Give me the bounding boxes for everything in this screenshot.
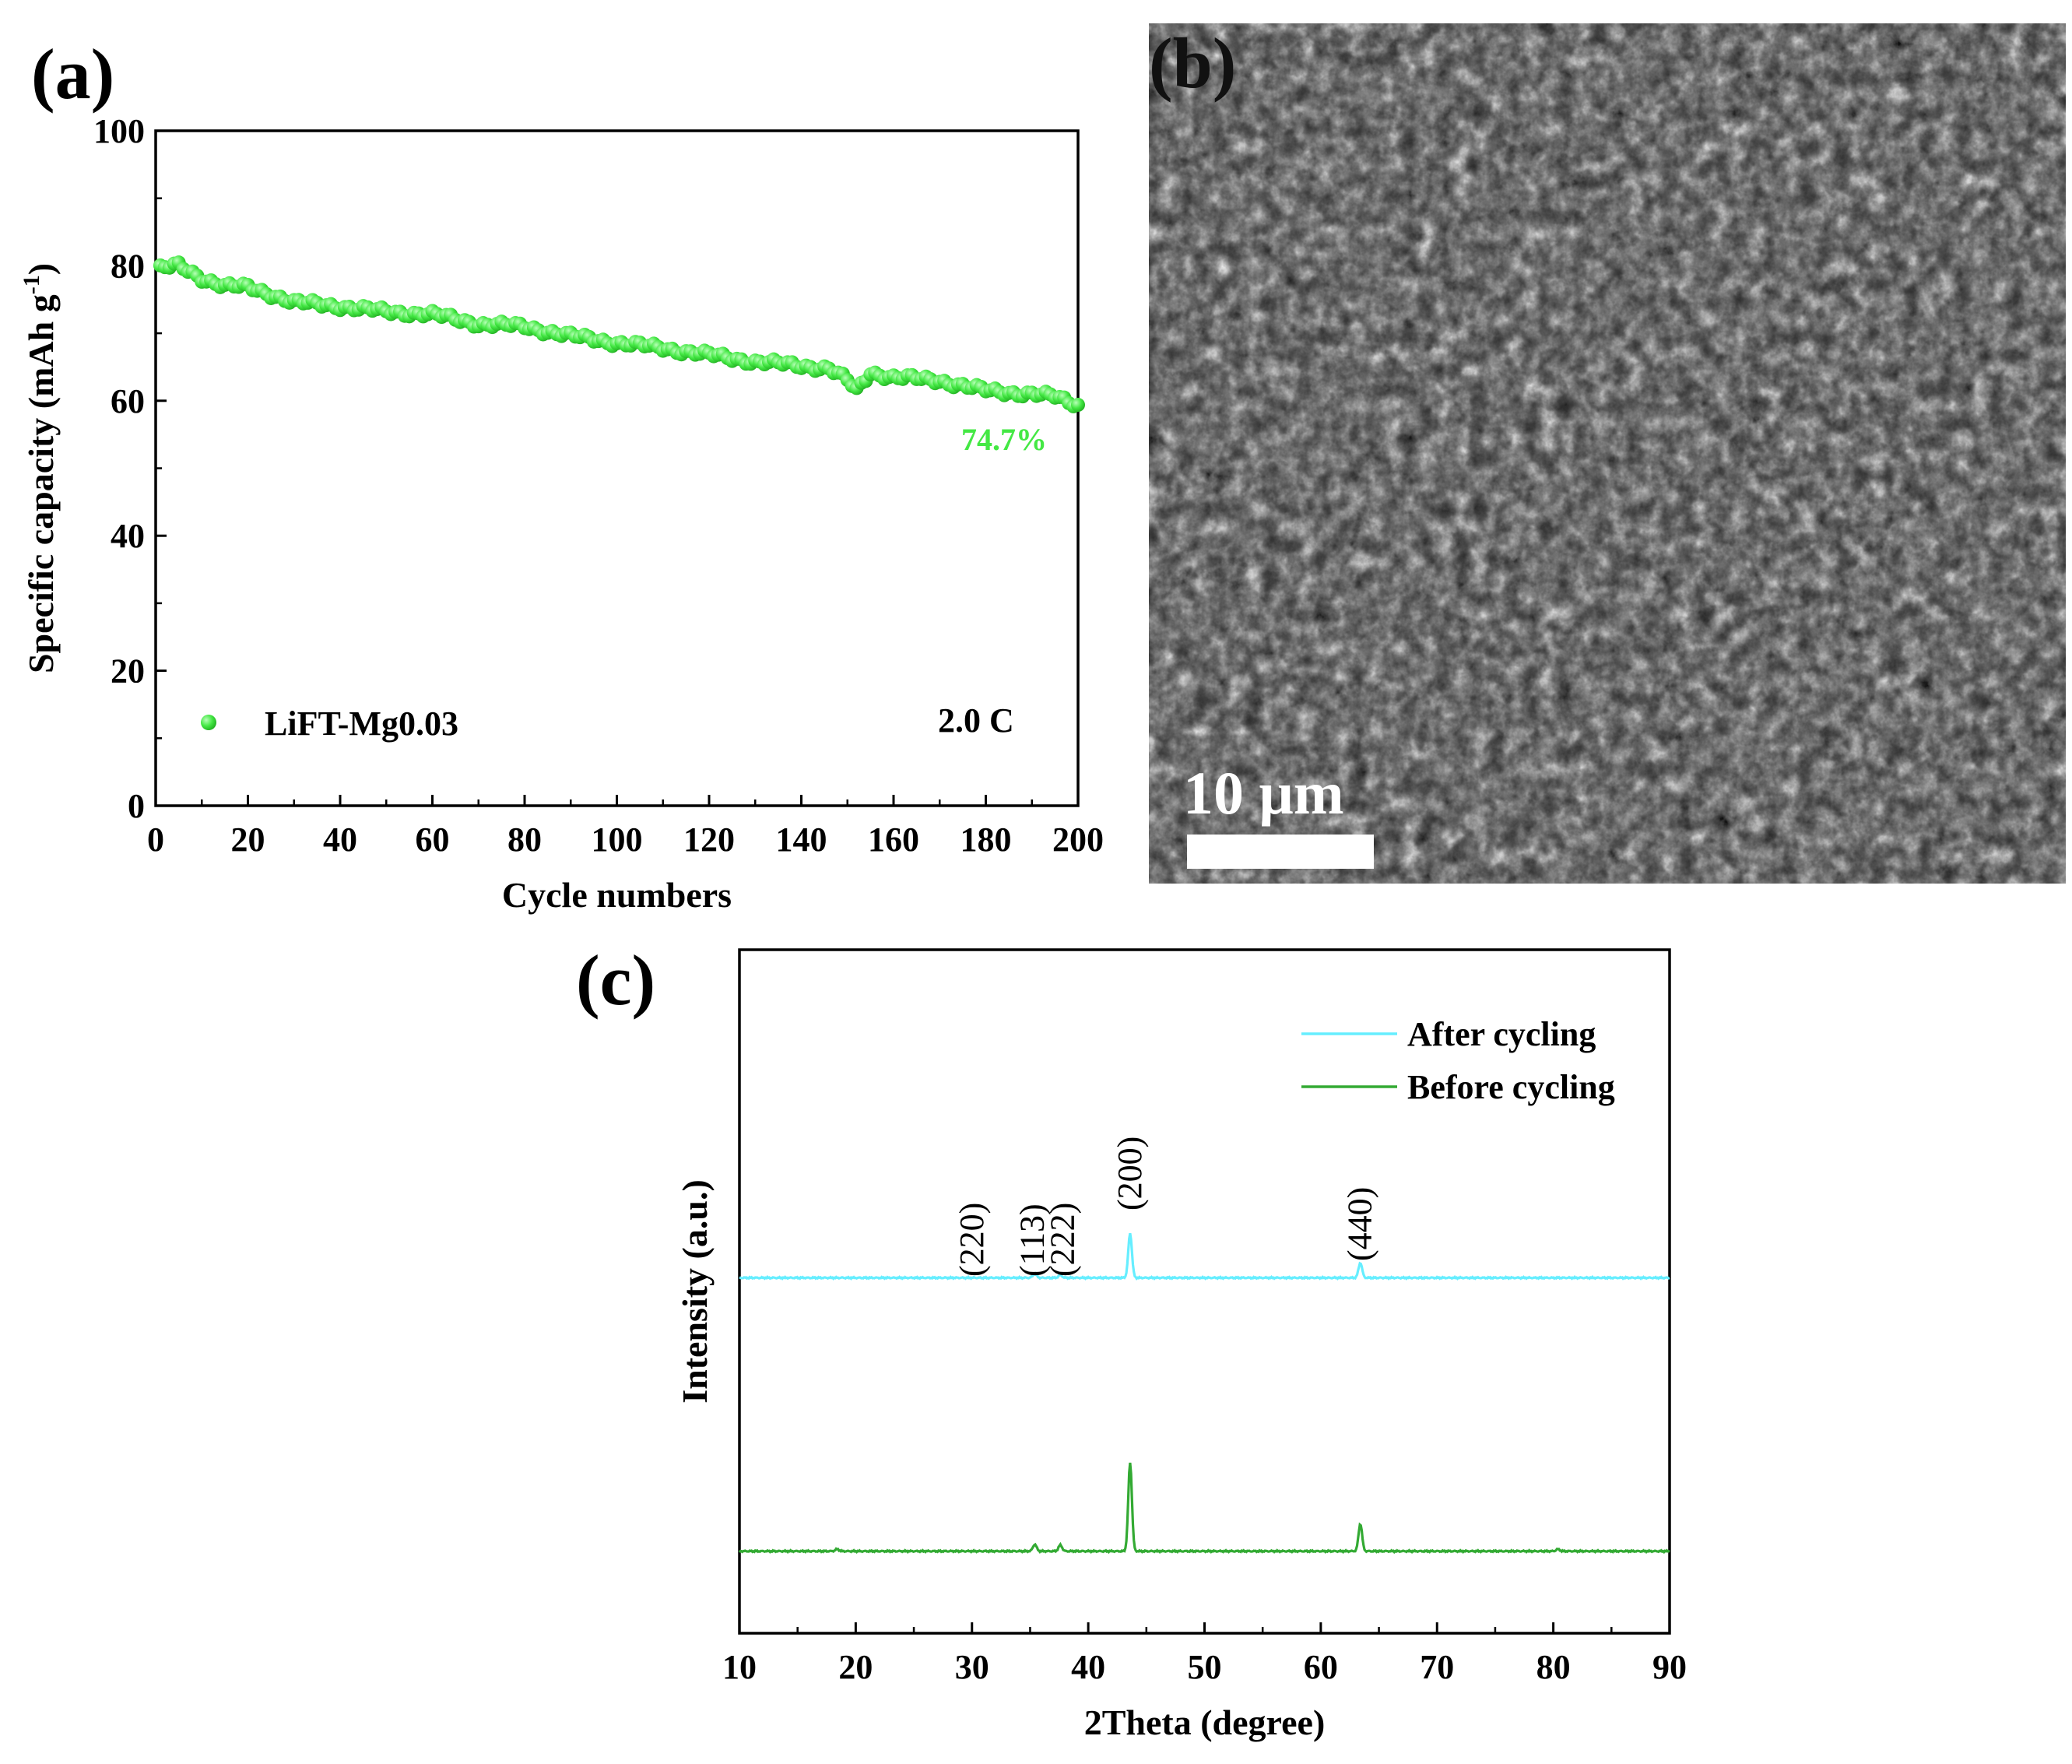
x-tick-label: 20: [838, 1648, 873, 1686]
before-cycling-trace: [738, 1462, 1670, 1555]
after-cycling-trace: [739, 1233, 1670, 1281]
scale-bar-label: 10 μm: [1183, 759, 1344, 827]
sem-image-detail: [1149, 23, 2066, 884]
x-tick-label: 60: [416, 821, 450, 859]
panel-label-c: (c): [576, 940, 655, 1020]
x-tick-label: 30: [955, 1648, 989, 1686]
x-tick-label: 20: [231, 821, 265, 859]
y-tick-label: 60: [111, 382, 145, 420]
rate-label: 2.0 C: [938, 701, 1014, 740]
x-tick-label: 160: [868, 821, 919, 859]
x-tick-label: 80: [1536, 1648, 1571, 1686]
x-tick-label: 50: [1188, 1648, 1222, 1686]
capacity-y-axis-title: Specific capacity (mAh g-1): [19, 263, 61, 673]
peak-label: (222): [1043, 1203, 1081, 1277]
x-tick-label: 80: [507, 821, 542, 859]
y-tick-label: 100: [93, 112, 145, 150]
y-tick-label: 20: [111, 652, 145, 690]
capacity-chart: (a) 0 20 40 60 80 100 120 140 160 180 200 0 20 40 60 8…: [19, 34, 1104, 915]
xrd-x-axis-title: 2Theta (degree): [1084, 1703, 1326, 1742]
x-tick-label: 180: [960, 821, 1012, 859]
x-tick-label: 70: [1420, 1648, 1454, 1686]
y-tick-label: 40: [111, 517, 145, 555]
xrd-x-ticks: 10 20 30 40 50 60 70 80 90: [722, 1622, 1687, 1686]
x-tick-label: 10: [722, 1648, 757, 1686]
xrd-chart: (c) 10 20 30 40 50 60 70 80 90 (220) (113)(222)(2…: [576, 940, 1687, 1742]
y-tick-label: 80: [111, 247, 145, 285]
xrd-peak-labels: (220) (113)(222) (200) (440): [953, 1137, 1379, 1277]
x-tick-label: 90: [1652, 1648, 1687, 1686]
x-tick-label: 120: [683, 821, 735, 859]
sem-image-panel: (b) 10 μm: [1149, 23, 2066, 884]
scale-bar: [1187, 835, 1374, 869]
xrd-legend: After cycling Before cycling: [1301, 1015, 1615, 1106]
xrd-y-axis-title: Intensity (a.u.): [675, 1179, 715, 1404]
x-tick-label: 60: [1304, 1648, 1338, 1686]
peak-label: (200): [1111, 1137, 1149, 1211]
panel-label-b: (b): [1149, 23, 1236, 103]
retention-label: 74.7%: [961, 422, 1047, 457]
x-tick-label: 200: [1052, 821, 1104, 859]
capacity-legend: LiFT-Mg0.03: [201, 705, 458, 743]
capacity-y-ticks: 0 20 40 60 80 100: [93, 112, 167, 825]
xrd-series: [738, 1233, 1670, 1555]
capacity-series-points: [153, 255, 1085, 413]
legend-marker-lift-mg: [201, 715, 216, 730]
capacity-point: [1071, 398, 1085, 413]
peak-label: (113): [1013, 1204, 1051, 1277]
legend-label-after-cycling: After cycling: [1407, 1015, 1596, 1053]
x-tick-label: 0: [147, 821, 164, 859]
legend-label-before-cycling: Before cycling: [1407, 1068, 1615, 1106]
x-tick-label: 40: [1071, 1648, 1105, 1686]
peak-label: (440): [1341, 1187, 1379, 1261]
panel-label-a: (a): [31, 34, 114, 114]
capacity-x-axis-title: Cycle numbers: [502, 875, 732, 915]
peak-label: (220): [953, 1203, 991, 1277]
x-tick-label: 140: [776, 821, 827, 859]
legend-label-lift-mg: LiFT-Mg0.03: [265, 705, 458, 743]
x-tick-label: 100: [592, 821, 643, 859]
y-tick-label: 0: [128, 787, 145, 825]
capacity-x-ticks: 0 20 40 60 80 100 120 140 160 180 200: [147, 795, 1104, 859]
x-tick-label: 40: [323, 821, 357, 859]
